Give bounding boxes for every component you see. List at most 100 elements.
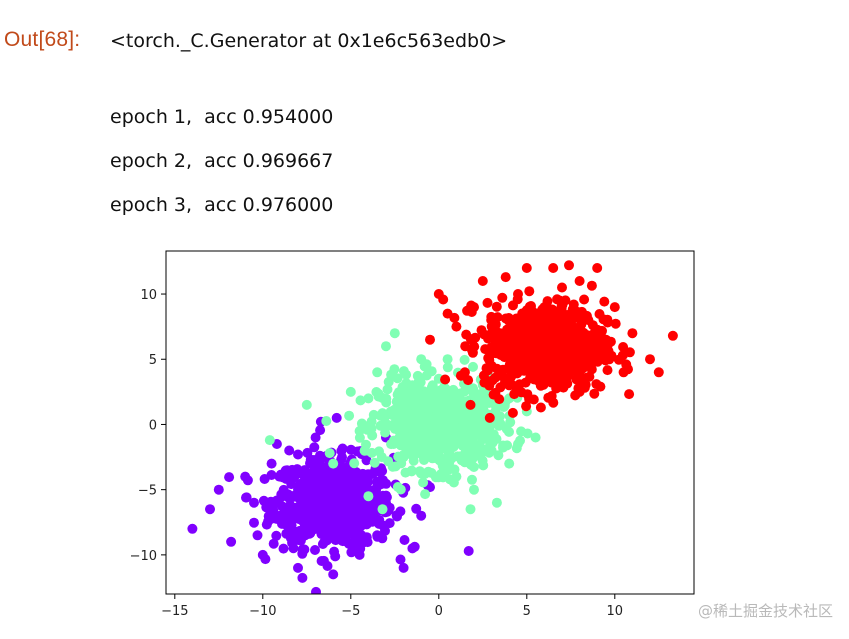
scatter-point bbox=[271, 495, 282, 506]
scatter-point bbox=[486, 445, 497, 456]
scatter-point bbox=[302, 447, 313, 458]
scatter-point bbox=[349, 458, 360, 469]
scatter-point bbox=[433, 289, 444, 299]
scatter-point bbox=[522, 428, 533, 439]
scatter-point bbox=[609, 302, 620, 313]
scatter-point bbox=[591, 379, 602, 390]
scatter-point bbox=[361, 455, 372, 466]
scatter-point bbox=[465, 399, 476, 410]
scatter-point bbox=[507, 328, 518, 339]
scatter-point bbox=[309, 442, 320, 453]
scatter-point bbox=[624, 389, 635, 400]
scatter-point bbox=[516, 387, 527, 398]
scatter-point bbox=[574, 386, 585, 397]
scatter-point bbox=[539, 373, 550, 384]
scatter-point bbox=[530, 334, 541, 345]
scatter-point bbox=[490, 406, 501, 417]
scatter-point bbox=[311, 586, 321, 594]
scatter-point bbox=[261, 519, 272, 530]
scatter-point bbox=[363, 491, 374, 502]
watermark-text: @稀土掘金技术社区 bbox=[697, 602, 833, 620]
scatter-point bbox=[392, 389, 403, 400]
scatter-point bbox=[259, 474, 270, 484]
stdout-line-epoch-2: epoch 2, acc 0.969667 bbox=[110, 150, 334, 172]
scatter-point bbox=[321, 416, 332, 426]
scatter-point bbox=[407, 409, 418, 420]
scatter-point bbox=[463, 546, 474, 556]
scatter-point bbox=[310, 432, 321, 443]
scatter-point bbox=[337, 452, 347, 463]
scatter-point bbox=[345, 386, 356, 397]
scatter-point bbox=[490, 319, 501, 330]
scatter-point bbox=[416, 432, 427, 443]
scatter-point bbox=[475, 426, 485, 437]
scatter-point bbox=[599, 296, 610, 307]
scatter-point bbox=[557, 282, 567, 293]
scatter-point bbox=[495, 419, 506, 430]
plot-frame bbox=[165, 250, 695, 595]
scatter-point bbox=[554, 381, 565, 392]
scatter-point bbox=[281, 473, 291, 484]
scatter-point bbox=[328, 497, 339, 508]
scatter-point bbox=[420, 489, 431, 500]
scatter-point bbox=[467, 474, 477, 485]
scatter-point bbox=[205, 504, 215, 515]
scatter-points bbox=[187, 260, 678, 594]
scatter-point bbox=[484, 412, 495, 423]
scatter-point bbox=[423, 466, 434, 477]
scatter-point bbox=[465, 420, 475, 431]
scatter-point bbox=[529, 374, 540, 385]
scatter-point bbox=[249, 517, 259, 528]
scatter-point bbox=[592, 263, 603, 273]
scatter-point bbox=[408, 455, 419, 466]
scatter-point bbox=[538, 361, 549, 372]
scatter-point bbox=[322, 561, 333, 571]
scatter-point bbox=[409, 394, 419, 405]
scatter-point bbox=[312, 498, 322, 509]
scatter-point bbox=[524, 286, 535, 297]
scatter-point bbox=[328, 516, 339, 527]
scatter-point bbox=[521, 354, 532, 365]
scatter-point bbox=[514, 366, 525, 377]
scatter-point bbox=[452, 451, 463, 462]
scatter-point bbox=[474, 446, 485, 457]
scatter-point bbox=[449, 416, 460, 426]
scatter-point bbox=[618, 367, 629, 378]
scatter-point bbox=[613, 354, 624, 365]
scatter-point bbox=[435, 385, 446, 396]
scatter-point bbox=[434, 445, 445, 456]
scatter-point bbox=[363, 393, 374, 404]
scatter-point bbox=[416, 354, 427, 365]
y-tick-label: 0 bbox=[149, 418, 157, 433]
y-tick-label: −10 bbox=[130, 549, 157, 564]
scatter-point bbox=[277, 518, 287, 529]
scatter-point bbox=[509, 339, 520, 350]
scatter-point bbox=[323, 526, 334, 537]
scatter-point bbox=[263, 511, 274, 522]
scatter-point bbox=[442, 308, 453, 319]
scatter-point bbox=[653, 367, 664, 378]
scatter-point bbox=[477, 455, 488, 466]
scatter-point bbox=[266, 458, 277, 469]
scatter-point bbox=[387, 461, 398, 472]
scatter-point bbox=[579, 294, 590, 305]
scatter-point bbox=[610, 318, 621, 329]
scatter-point bbox=[433, 419, 444, 430]
scatter-point bbox=[369, 457, 380, 468]
scatter-point bbox=[341, 492, 352, 503]
stdout-block: epoch 1, acc 0.954000 epoch 2, acc 0.969… bbox=[110, 95, 333, 227]
scatter-point bbox=[451, 471, 462, 482]
scatter-point bbox=[340, 536, 351, 547]
y-tick-label: 5 bbox=[149, 353, 157, 368]
scatter-point bbox=[240, 471, 251, 482]
scatter-point bbox=[303, 515, 314, 526]
scatter-point bbox=[320, 496, 331, 507]
scatter-point bbox=[479, 377, 490, 388]
scatter-point bbox=[468, 361, 478, 372]
scatter-point bbox=[565, 328, 576, 339]
scatter-point bbox=[504, 380, 515, 391]
scatter-point bbox=[319, 536, 330, 547]
scatter-point bbox=[564, 260, 574, 271]
scatter-point bbox=[374, 518, 384, 529]
scatter-point bbox=[292, 534, 303, 544]
